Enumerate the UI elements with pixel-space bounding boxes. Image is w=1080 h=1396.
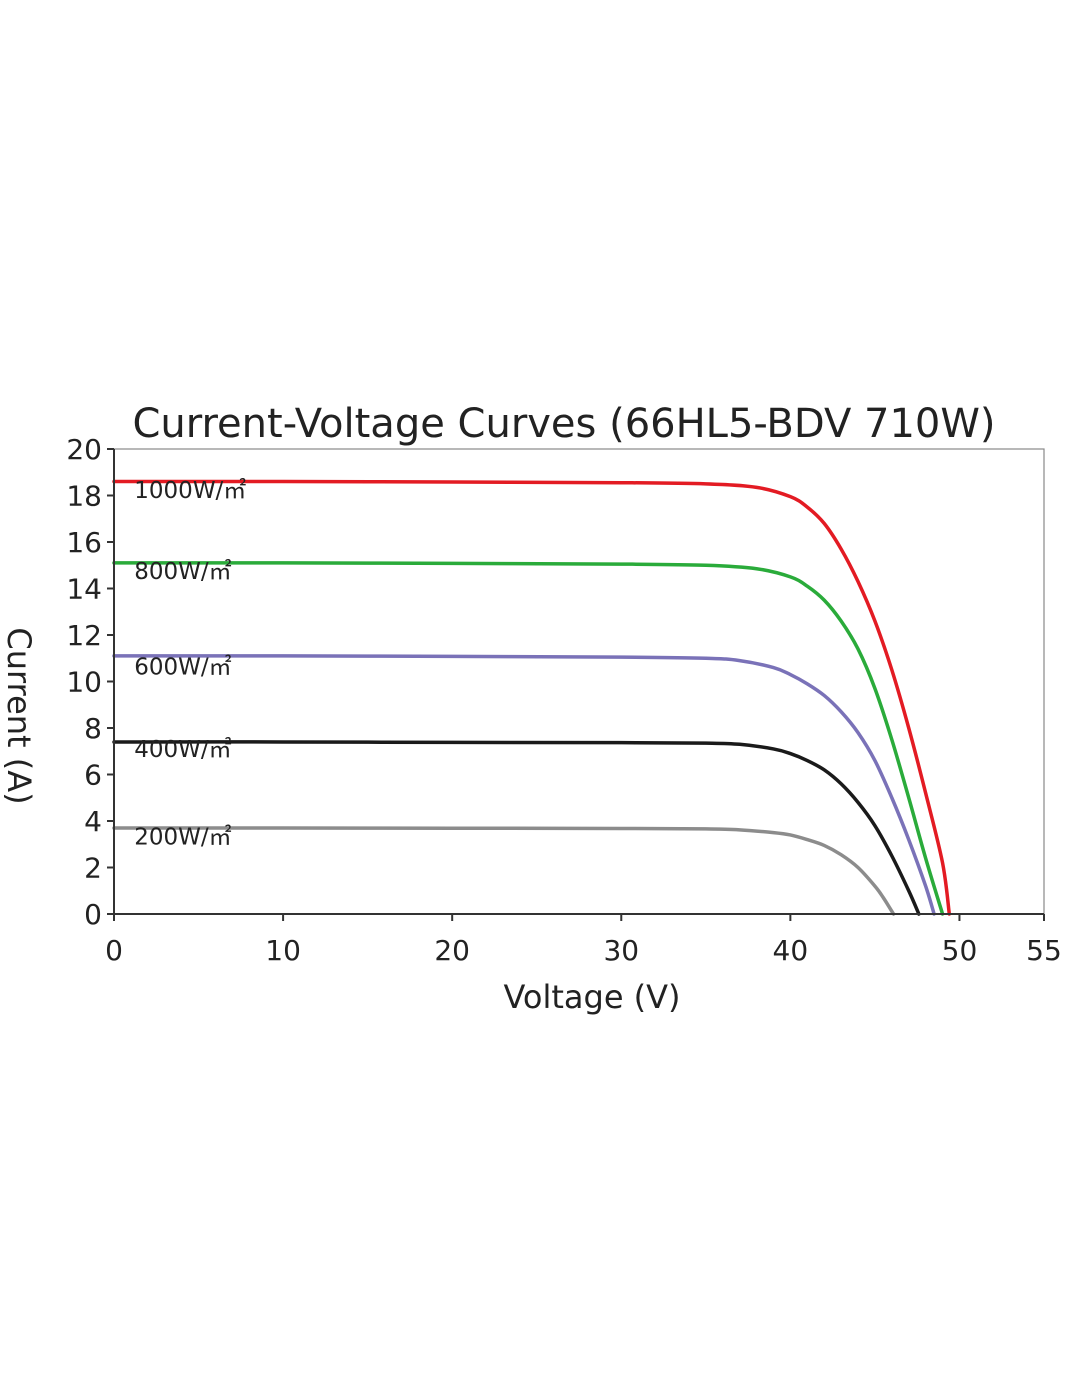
series-line-4 xyxy=(112,826,896,916)
series-label-1: 800W/㎡ xyxy=(134,559,231,585)
curves-group xyxy=(112,479,952,916)
series-line-1 xyxy=(112,561,945,916)
x-tick-label-3: 30 xyxy=(603,934,639,967)
y-tick-label-3: 6 xyxy=(84,759,102,792)
y-tick-label-9: 18 xyxy=(66,480,102,513)
x-ticks-group: 0 10 20 30 40 50 55 xyxy=(105,914,1062,967)
y-tick-label-10: 20 xyxy=(66,433,102,466)
series-label-2: 600W/㎡ xyxy=(134,655,231,681)
x-axis-label: Voltage (V) xyxy=(503,978,680,1016)
y-tick-label-2: 4 xyxy=(84,805,102,838)
chart-title: Current-Voltage Curves (66HL5-BDV 710W) xyxy=(132,401,995,447)
y-tick-label-7: 14 xyxy=(66,573,102,606)
series-label-0: 1000W/㎡ xyxy=(134,478,246,504)
series-line-0 xyxy=(112,479,952,916)
x-tick-label-4: 40 xyxy=(773,934,809,967)
y-tick-label-8: 16 xyxy=(66,526,102,559)
y-tick-label-4: 8 xyxy=(84,712,102,745)
y-tick-label-0: 0 xyxy=(84,898,102,931)
y-tick-label-5: 10 xyxy=(66,666,102,699)
series-line-3 xyxy=(112,740,921,916)
series-label-3: 400W/㎡ xyxy=(134,737,231,763)
y-ticks-group: 0 2 4 6 8 10 12 14 16 18 20 xyxy=(66,433,114,931)
x-tick-label-6: 55 xyxy=(1026,934,1062,967)
x-tick-label-0: 0 xyxy=(105,934,123,967)
x-tick-label-5: 50 xyxy=(942,934,978,967)
x-tick-label-1: 10 xyxy=(265,934,301,967)
series-line-2 xyxy=(112,654,936,916)
y-axis-label: Current (A) xyxy=(0,627,38,804)
x-tick-label-2: 20 xyxy=(434,934,470,967)
y-tick-label-6: 12 xyxy=(66,619,102,652)
series-label-4: 200W/㎡ xyxy=(134,824,231,850)
y-tick-label-1: 2 xyxy=(84,852,102,885)
plot-frame xyxy=(113,448,1045,915)
series-labels-group: 1000W/㎡ 800W/㎡ 600W/㎡ 400W/㎡ 200W/㎡ xyxy=(134,478,246,850)
